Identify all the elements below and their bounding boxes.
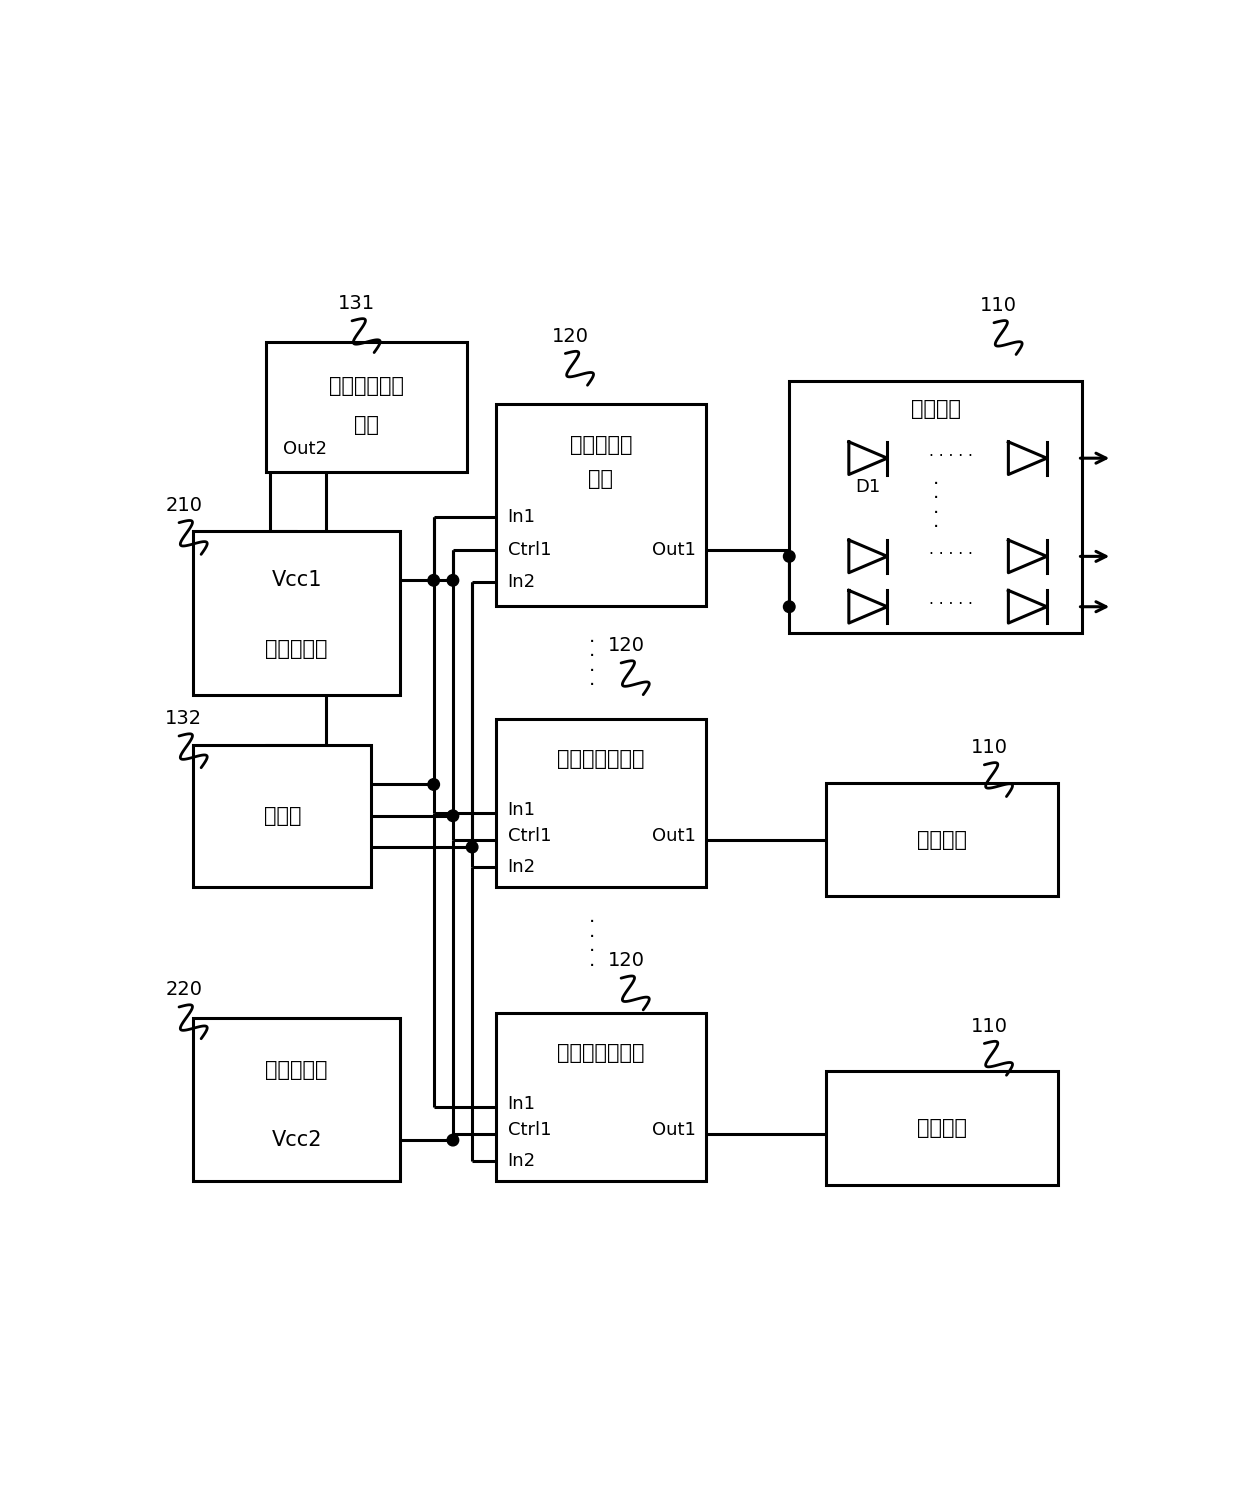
Text: 210: 210 [165, 497, 202, 515]
Text: 调失谐驱动电路: 调失谐驱动电路 [557, 1043, 645, 1063]
Bar [496, 405, 706, 607]
Text: In1: In1 [507, 1094, 536, 1112]
Text: Vcc1: Vcc1 [272, 570, 322, 590]
Text: · · · · ·: · · · · · [929, 448, 972, 464]
Text: Ctrl1: Ctrl1 [507, 1121, 552, 1139]
Text: D1: D1 [856, 479, 880, 497]
Text: Out1: Out1 [652, 1121, 696, 1139]
Bar [193, 745, 371, 886]
Text: In2: In2 [507, 1151, 536, 1169]
Text: Ctrl1: Ctrl1 [507, 828, 552, 846]
Circle shape [428, 778, 439, 790]
Text: ·
·
·
·: · · · · [932, 474, 939, 537]
Text: ·
·
·
·: · · · · [589, 632, 595, 695]
Text: 131: 131 [339, 293, 376, 313]
Circle shape [466, 841, 477, 853]
Text: 调失谐驱动电路: 调失谐驱动电路 [557, 749, 645, 769]
Text: 线圈阵列: 线圈阵列 [918, 1118, 967, 1138]
Text: 132: 132 [165, 709, 202, 728]
Text: In1: In1 [507, 509, 536, 527]
Text: 120: 120 [608, 637, 645, 655]
Text: · · · · ·: · · · · · [929, 546, 972, 561]
Text: Ctrl1: Ctrl1 [507, 540, 552, 558]
Text: In2: In2 [507, 573, 536, 591]
Bar [826, 1072, 1058, 1184]
Text: Vcc2: Vcc2 [272, 1130, 322, 1150]
Bar [496, 719, 706, 886]
Text: 110: 110 [981, 296, 1017, 315]
Text: ·
·
·
·: · · · · [589, 914, 595, 975]
Text: · · · · ·: · · · · · [929, 597, 972, 613]
Text: 120: 120 [552, 327, 589, 346]
Text: 电路: 电路 [353, 415, 379, 435]
Text: Out2: Out2 [283, 441, 327, 458]
Text: 第二电压源: 第二电压源 [265, 1060, 329, 1081]
Circle shape [448, 575, 459, 585]
Circle shape [784, 600, 795, 613]
Text: 电路: 电路 [589, 470, 614, 489]
Text: 120: 120 [608, 951, 645, 971]
Text: In2: In2 [507, 858, 536, 876]
Text: In1: In1 [507, 801, 536, 819]
Text: 220: 220 [165, 980, 202, 999]
Text: 处理器: 处理器 [264, 805, 301, 826]
Circle shape [448, 1135, 459, 1145]
Circle shape [428, 575, 439, 585]
Bar [826, 783, 1058, 897]
Circle shape [448, 810, 459, 822]
Bar [193, 531, 401, 695]
Text: 调失谐驱动: 调失谐驱动 [569, 435, 632, 455]
Text: 第一电流采集: 第一电流采集 [329, 376, 404, 396]
Text: 110: 110 [971, 737, 1008, 757]
Text: 线圈阵列: 线圈阵列 [918, 829, 967, 850]
Text: Out1: Out1 [652, 540, 696, 558]
Bar [789, 381, 1083, 634]
Bar [496, 1013, 706, 1181]
Text: 第一电压源: 第一电压源 [265, 640, 329, 659]
Circle shape [784, 551, 795, 563]
Text: 线圈阵列: 线圈阵列 [911, 399, 961, 418]
Text: 110: 110 [971, 1017, 1008, 1035]
Text: Out1: Out1 [652, 828, 696, 846]
Bar [193, 1017, 401, 1181]
Bar [265, 342, 467, 471]
